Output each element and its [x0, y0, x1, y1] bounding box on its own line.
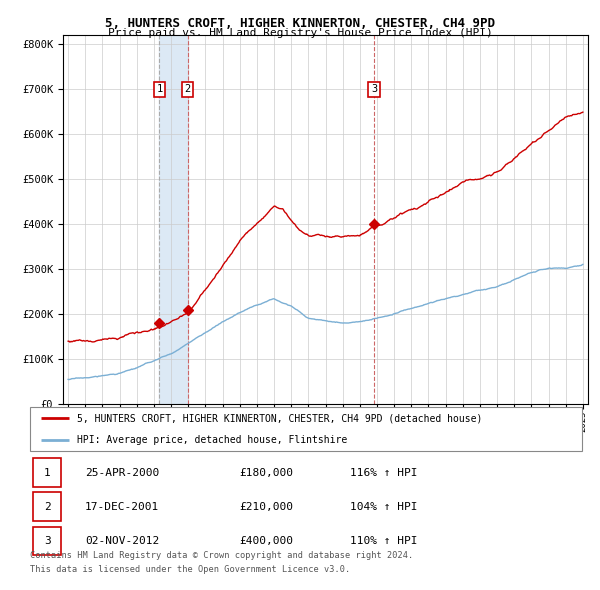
Text: 2: 2	[184, 84, 191, 94]
Text: 5, HUNTERS CROFT, HIGHER KINNERTON, CHESTER, CH4 9PD (detached house): 5, HUNTERS CROFT, HIGHER KINNERTON, CHES…	[77, 413, 482, 423]
Text: 116% ↑ HPI: 116% ↑ HPI	[350, 468, 418, 477]
Text: £180,000: £180,000	[240, 468, 294, 477]
Bar	[160, 35, 188, 404]
Text: 17-DEC-2001: 17-DEC-2001	[85, 502, 160, 512]
Text: 5, HUNTERS CROFT, HIGHER KINNERTON, CHESTER, CH4 9PD: 5, HUNTERS CROFT, HIGHER KINNERTON, CHES…	[105, 17, 495, 30]
Text: HPI: Average price, detached house, Flintshire: HPI: Average price, detached house, Flin…	[77, 435, 347, 445]
Text: 3: 3	[371, 84, 377, 94]
FancyBboxPatch shape	[33, 493, 61, 521]
Text: 2: 2	[44, 502, 50, 512]
Text: Contains HM Land Registry data © Crown copyright and database right 2024.: Contains HM Land Registry data © Crown c…	[30, 550, 413, 559]
Text: 02-NOV-2012: 02-NOV-2012	[85, 536, 160, 546]
Text: This data is licensed under the Open Government Licence v3.0.: This data is licensed under the Open Gov…	[30, 565, 350, 574]
Text: 1: 1	[156, 84, 163, 94]
Text: £210,000: £210,000	[240, 502, 294, 512]
Text: £400,000: £400,000	[240, 536, 294, 546]
FancyBboxPatch shape	[30, 407, 582, 451]
FancyBboxPatch shape	[33, 458, 61, 487]
Text: 3: 3	[44, 536, 50, 546]
FancyBboxPatch shape	[33, 527, 61, 555]
Text: 25-APR-2000: 25-APR-2000	[85, 468, 160, 477]
Text: 1: 1	[44, 468, 50, 477]
Text: Price paid vs. HM Land Registry's House Price Index (HPI): Price paid vs. HM Land Registry's House …	[107, 28, 493, 38]
Text: 104% ↑ HPI: 104% ↑ HPI	[350, 502, 418, 512]
Text: 110% ↑ HPI: 110% ↑ HPI	[350, 536, 418, 546]
